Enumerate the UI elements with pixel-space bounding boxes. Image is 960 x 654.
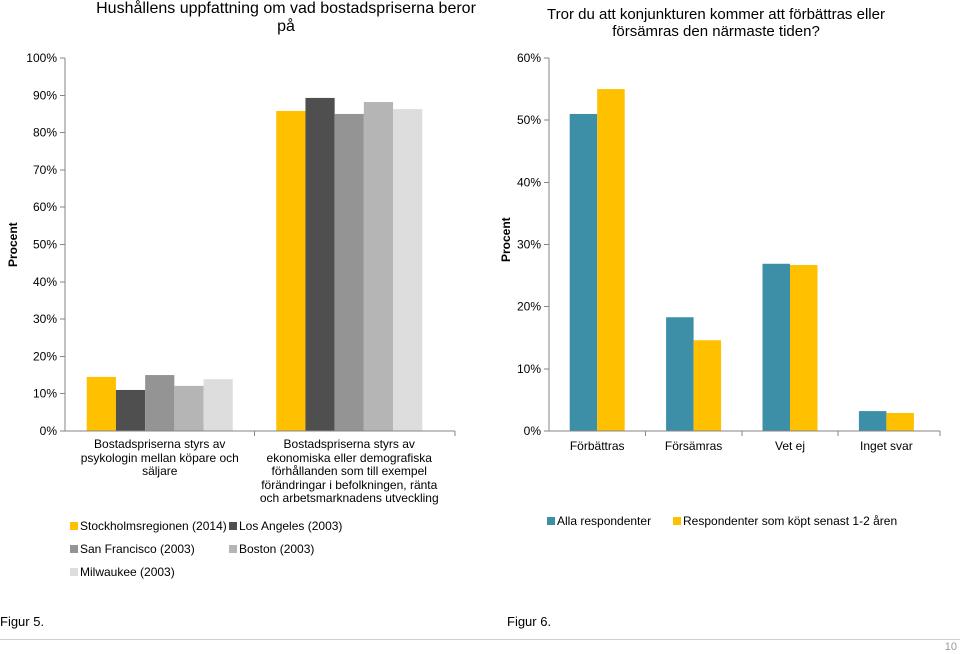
figure-5-legend-item-milwaukee: Milwaukee (2003): [70, 565, 175, 579]
fig5-bar-los-angeles-2003-category-2: [305, 97, 335, 431]
legend-swatch: [70, 568, 78, 576]
figure-6-legend-item-nyligen-kopt: Respondenter som köpt senast 1-2 åren: [673, 514, 897, 528]
fig6-bar-respondenter-som-kopt-senast-1-2-aren-category-3: [790, 265, 818, 431]
fig5-bar-milwaukee-2003-category-1: [203, 379, 233, 431]
fig6-bar-respondenter-som-kopt-senast-1-2-aren-category-2: [693, 340, 722, 431]
fig5-y-tick-label: 10%: [33, 387, 57, 401]
fig5-y-tick-label: 30%: [33, 312, 57, 326]
fig6-bar-alla-respondenter-category-3: [762, 263, 790, 431]
fig6-y-tick-label: 10%: [517, 362, 541, 376]
figure-6-chart-title: Tror du att konjunkturen kommer att förb…: [547, 6, 885, 40]
figure-6-plot-area: 0% 10% 20% 30% 40% 50% 60%: [517, 51, 941, 438]
fig5-category-label: Bostadspriserna styrs av ekonomiska elle…: [259, 437, 439, 505]
fig5-y-tick-label: 70%: [33, 163, 57, 177]
fig5-bar-boston-2003-category-1: [174, 385, 204, 431]
legend-label: Los Angeles (2003): [239, 519, 343, 533]
figure-5-legend-item-los-angeles: Los Angeles (2003): [229, 519, 342, 533]
fig5-bar-milwaukee-2003-category-2: [393, 109, 423, 431]
legend-swatch: [229, 522, 237, 530]
fig6-bar-alla-respondenter-category-4: [858, 411, 887, 431]
fig6-y-tick-label: 0%: [524, 424, 542, 438]
fig6-bar-respondenter-som-kopt-senast-1-2-aren-category-1: [597, 89, 625, 431]
fig5-bar-los-angeles-2003-category-1: [115, 389, 146, 431]
footer-rule: [0, 639, 960, 640]
fig5-y-tick-label: 40%: [33, 275, 57, 289]
fig5-bar-san-francisco-2003-category-2: [334, 113, 364, 431]
fig5-bar-stockholmsregionen-2014-category-1: [86, 376, 116, 431]
figure-5-legend-item-san-francisco: San Francisco (2003): [70, 542, 195, 556]
fig5-bar-boston-2003-category-2: [363, 102, 394, 431]
fig6-y-tick-label: 50%: [517, 113, 541, 127]
fig6-category-label: Vet ej: [774, 439, 806, 453]
figure-5-legend-item-boston: Boston (2003): [229, 542, 314, 556]
fig5-bar-san-francisco-2003-category-1: [145, 375, 175, 431]
legend-label: Respondenter som köpt senast 1-2 åren: [683, 514, 898, 528]
fig6-category-label: Förbättras: [569, 439, 625, 453]
fig6-category-label: Försämras: [664, 439, 723, 453]
figure-6-caption: Figur 6.: [507, 614, 552, 629]
legend-label: Alla respondenter: [557, 514, 652, 528]
figure-5-plot-area: 0% 10% 20% 30% 40% 50% 60% 70% 80% 90% 100%: [26, 51, 456, 438]
fig6-bar-alla-respondenter-category-2: [666, 317, 694, 431]
fig6-y-tick-label: 60%: [517, 51, 541, 65]
fig6-y-tick-label: 40%: [517, 175, 541, 189]
fig5-y-tick-label: 100%: [26, 51, 57, 65]
legend-label: Boston (2003): [239, 542, 315, 556]
page-number: 10: [944, 641, 957, 653]
legend-label: San Francisco (2003): [80, 542, 195, 556]
fig5-y-tick-label: 80%: [33, 126, 57, 140]
legend-label: Stockholmsregionen (2014): [80, 519, 227, 533]
fig5-y-tick-label: 50%: [33, 238, 57, 252]
figure-5-caption: Figur 5.: [0, 614, 45, 629]
legend-label: Milwaukee (2003): [80, 565, 175, 579]
fig5-bar-stockholmsregionen-2014-category-2: [276, 110, 306, 431]
fig6-category-label: Inget svar: [860, 439, 913, 453]
fig6-bar-alla-respondenter-category-1: [569, 113, 598, 431]
fig5-category-label: Bostadspriserna styrs av psykologin mell…: [80, 437, 239, 478]
fig5-y-tick-label: 60%: [33, 200, 57, 214]
figure-5-chart-title: Hushållens uppfattning om vad bostadspri…: [96, 0, 476, 35]
fig5-y-tick-label: 20%: [33, 349, 57, 363]
fig5-y-tick-label: 90%: [33, 88, 57, 102]
figure-6-legend-item-alla-respondenter: Alla respondenter: [547, 514, 651, 528]
fig5-y-tick-label: 0%: [40, 424, 58, 438]
legend-swatch: [229, 545, 237, 553]
legend-swatch: [70, 545, 78, 553]
fig6-y-tick-label: 20%: [517, 300, 541, 314]
fig6-bar-respondenter-som-kopt-senast-1-2-aren-category-4: [886, 412, 914, 431]
legend-swatch: [673, 517, 681, 525]
legend-swatch: [70, 522, 78, 530]
figure-5-legend-item-stockholmsregionen: Stockholmsregionen (2014): [70, 519, 227, 533]
fig6-y-tick-label: 30%: [517, 238, 541, 252]
legend-swatch: [547, 517, 555, 525]
